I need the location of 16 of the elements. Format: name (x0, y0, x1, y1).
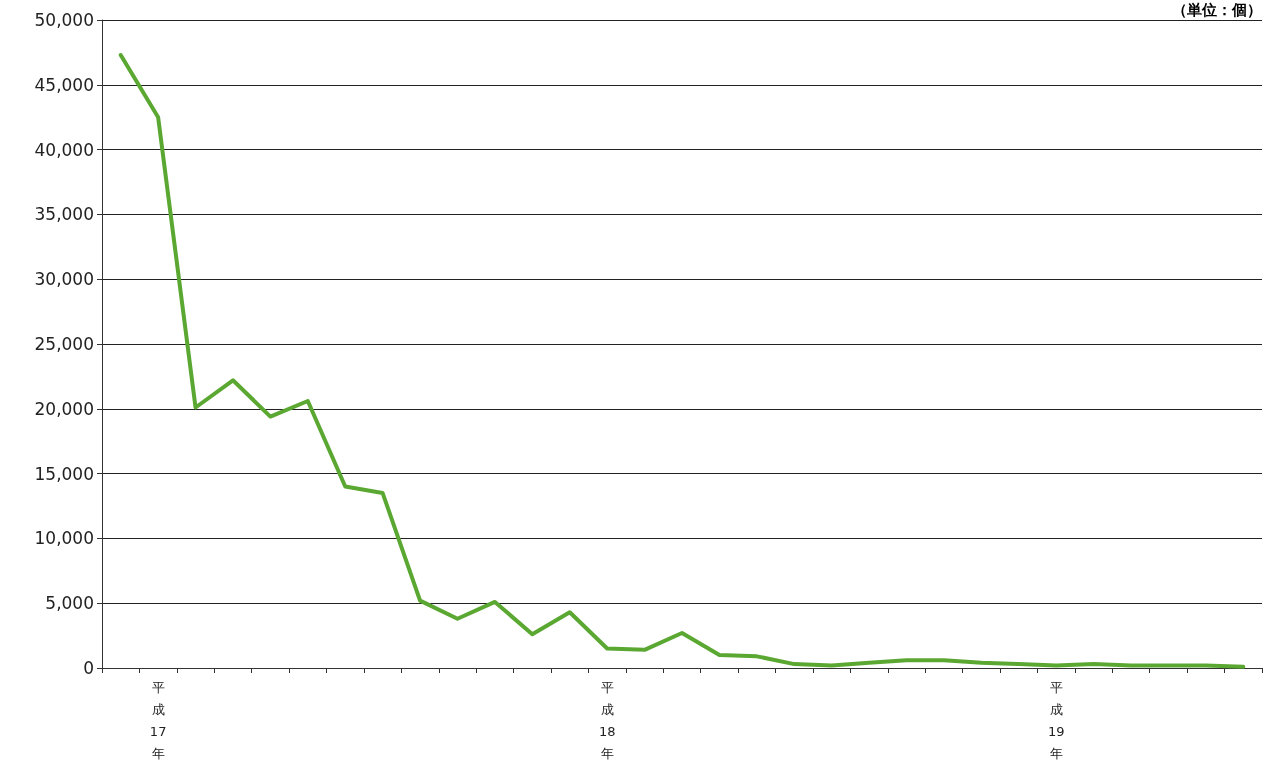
x-tick-label: 平成17年 (149, 679, 167, 761)
y-tick-label: 40,000 (34, 139, 94, 160)
y-tick-label: 35,000 (34, 204, 94, 225)
line-series (118, 52, 1246, 669)
y-tick-label: 15,000 (34, 463, 94, 484)
y-tick-label: 10,000 (34, 528, 94, 549)
y-tick-label: 5,000 (45, 593, 94, 614)
x-tick-label: 平成18年 (598, 679, 616, 761)
text: （単位：個） (1172, 0, 1262, 19)
y-tick-label: 50,000 (34, 10, 94, 30)
y-tick-label: 25,000 (34, 334, 94, 354)
y-tick-label: 20,000 (34, 398, 94, 419)
y-tick-label: 45,000 (34, 74, 94, 95)
y-tick-label: 0 (83, 658, 94, 678)
y-tick-label: 30,000 (34, 269, 94, 290)
x-tick-label: 平成19年 (1047, 679, 1065, 761)
